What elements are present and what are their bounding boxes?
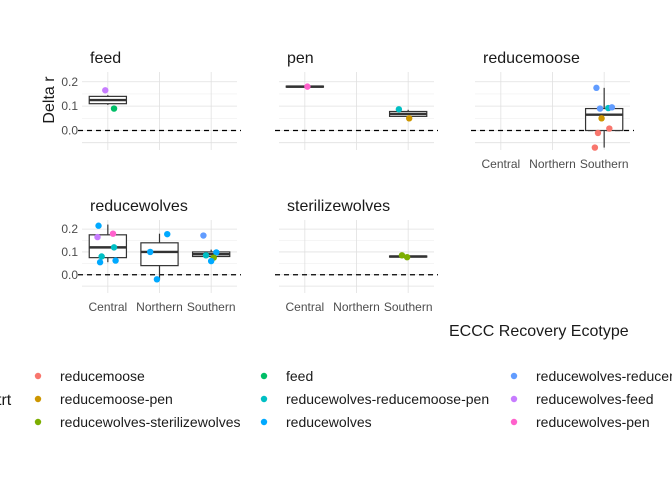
y-tick-label: 0.0 xyxy=(61,124,78,138)
y-tick-label: 0.1 xyxy=(61,99,78,113)
data-point-reducewolves-reducemoose-pen xyxy=(98,253,105,260)
legend-key-reducewolves-sterilizewolves xyxy=(34,418,42,426)
x-tick-label: Southern xyxy=(187,300,236,314)
legend-label-reducewolves-sterilizewolves: reducewolves-sterilizewolves xyxy=(60,414,241,430)
y-tick-label: 0.0 xyxy=(61,268,78,282)
facet-panels: feed 0.0 0.1 0.2 pen reducemoose Central Northe… xyxy=(61,50,634,314)
legend-key-reducemoose-pen xyxy=(34,395,42,403)
data-point-reducewolves-feed xyxy=(94,233,101,241)
legend-label-reducewolves-reducemoose-pen: reducewolves-reducemoose-pen xyxy=(286,391,489,407)
legend-key-reducewolves-pen xyxy=(510,418,518,426)
facet-reducemoose: reducemoose Central Northern Southern xyxy=(471,50,634,171)
data-point-reducewolves xyxy=(153,276,161,283)
facet-reducewolves: reducewolves 0.0 0.1 0.2 Central Northern Sout… xyxy=(61,198,241,314)
legend-label-reducemoose-pen: reducemoose-pen xyxy=(60,391,173,407)
legend: trt reducemoose reducemoose-pen reducewolv… xyxy=(0,368,672,430)
data-point-reducewolves xyxy=(207,257,215,265)
data-point-reducewolves-reducemoose xyxy=(593,84,600,92)
data-point-reducewolves-reducemoose xyxy=(200,232,207,239)
data-point-reducemoose xyxy=(594,129,602,137)
data-point-reducemoose xyxy=(591,144,599,151)
facet-title-reducemoose: reducemoose xyxy=(483,50,580,67)
data-point-reducemoose xyxy=(606,125,613,132)
x-tick-label: Northern xyxy=(333,300,380,314)
legend-label-reducemoose: reducemoose xyxy=(60,368,145,384)
data-point-reducewolves-sterilizewolves xyxy=(403,253,411,261)
data-point-reducewolves-pen xyxy=(304,83,311,90)
facet-sterilizewolves: sterilizewolves Central Northern Southern xyxy=(275,198,438,314)
y-axis-title: Delta r xyxy=(41,76,58,124)
legend-label-reducewolves: reducewolves xyxy=(286,414,372,430)
data-point-reducemoose-pen xyxy=(406,115,413,122)
y-tick-label: 0.2 xyxy=(61,75,78,89)
legend-key-reducemoose xyxy=(34,372,42,380)
data-point-reducewolves xyxy=(164,230,171,238)
data-point-reducewolves-reducemoose xyxy=(608,104,616,111)
y-tick-label: 0.2 xyxy=(61,222,78,236)
facet-title-pen: pen xyxy=(287,50,314,67)
x-tick-label: Central xyxy=(481,157,520,171)
legend-title: trt xyxy=(0,392,12,409)
x-tick-label: Northern xyxy=(136,300,183,314)
x-tick-label: Northern xyxy=(529,157,576,171)
x-tick-label: Central xyxy=(88,300,127,314)
x-tick-label: Southern xyxy=(384,300,433,314)
data-point-reducewolves-reducemoose-pen xyxy=(202,252,210,259)
legend-label-reducewolves-feed: reducewolves-feed xyxy=(536,391,654,407)
facet-title-reducewolves: reducewolves xyxy=(90,198,188,215)
x-tick-label: Central xyxy=(285,300,324,314)
data-point-reducewolves xyxy=(96,259,104,266)
legend-label-reducewolves-pen: reducewolves-pen xyxy=(536,414,650,430)
data-point-reducewolves-feed xyxy=(102,87,109,94)
data-point-reducewolves-sterilizewolves xyxy=(398,252,406,259)
x-axis-title: ECCC Recovery Ecotype xyxy=(449,323,629,340)
facet-title-feed: feed xyxy=(90,50,121,67)
data-point-reducewolves-reducemoose xyxy=(596,105,604,112)
facet-pen: pen xyxy=(275,50,438,150)
data-point-reducemoose-pen xyxy=(598,115,605,122)
y-tick-label: 0.1 xyxy=(61,245,78,259)
legend-key-feed xyxy=(260,372,268,380)
legend-key-reducewolves-feed xyxy=(510,395,518,403)
data-point-reducewolves-reducemoose-pen xyxy=(110,244,118,251)
data-point-reducewolves xyxy=(95,222,102,229)
data-point-reducewolves-pen xyxy=(109,230,117,237)
legend-key-reducewolves xyxy=(260,418,268,426)
x-tick-label: Southern xyxy=(580,157,629,171)
legend-key-reducewolves-reducemoose-pen xyxy=(260,395,268,403)
data-point-reducewolves xyxy=(112,257,119,264)
legend-label-reducewolves-reducemoose: reducewolves-reducemoose xyxy=(536,368,672,384)
facet-feed: feed 0.0 0.1 0.2 xyxy=(61,50,241,150)
data-point-reducewolves-reducemoose-pen xyxy=(395,106,403,113)
box-northern xyxy=(140,242,179,267)
data-point-feed xyxy=(110,105,118,112)
facet-title-sterilizewolves: sterilizewolves xyxy=(287,198,390,215)
data-point-reducewolves xyxy=(213,249,220,256)
legend-key-reducewolves-reducemoose xyxy=(510,372,518,380)
legend-label-feed: feed xyxy=(286,368,313,384)
data-point-reducewolves xyxy=(147,248,154,256)
